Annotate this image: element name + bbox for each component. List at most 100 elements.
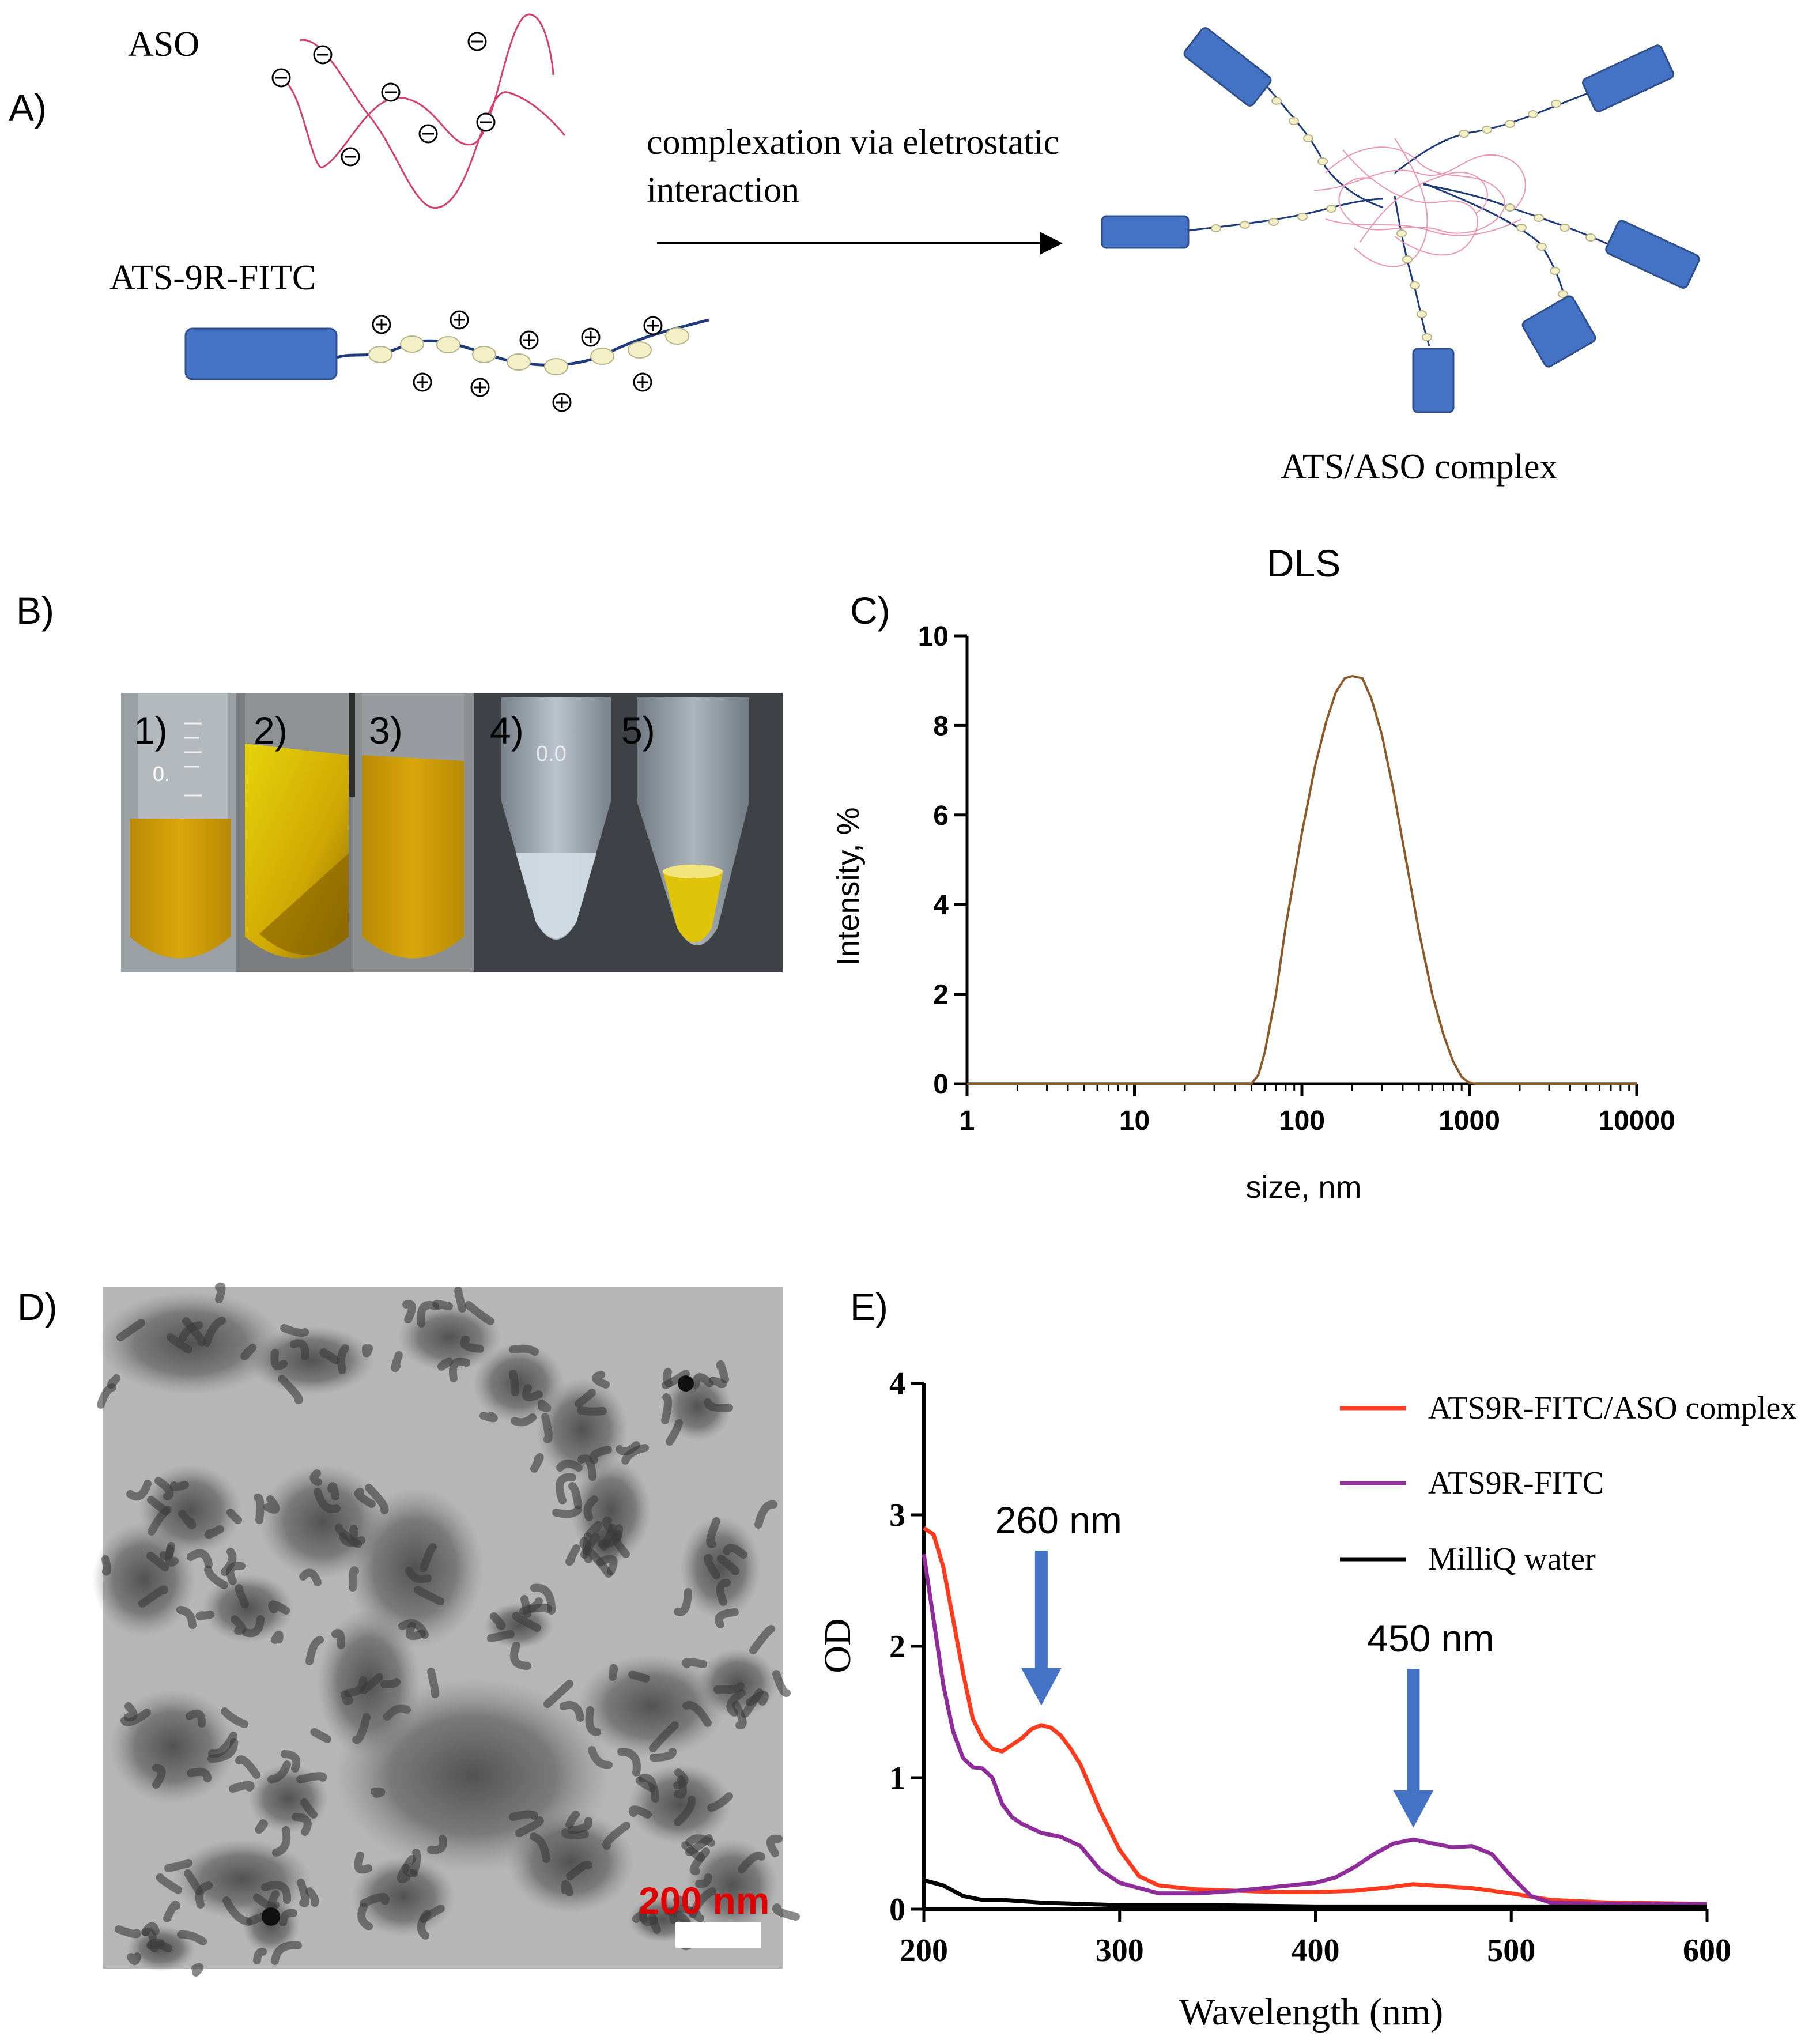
tem-strand [632,1911,648,1923]
tem-strand [177,1930,207,1945]
tem-strand [565,1811,580,1829]
tem-strand [267,1760,291,1783]
tem-strand [176,1606,197,1629]
tem-strand [154,1477,174,1500]
tem-strand [417,1301,439,1328]
od-x-tick-label: 400 [1292,1933,1340,1969]
tem-strand [357,1903,373,1930]
od-chart: Wavelength (nm) OD 200 300 400 500 60001234 … [817,1366,1796,2033]
od-annotation-label: 260 nm [995,1499,1122,1541]
dls-y-tick-label: 6 [933,801,949,831]
tube-2 [245,693,349,959]
tem-strand [263,1495,280,1514]
tem-strand [509,1810,538,1821]
tem-strand [371,1788,386,1798]
tem-strand [160,1542,175,1560]
tem-strand [380,1678,401,1688]
tem-strand [240,1344,256,1360]
tem-strand [327,1482,339,1500]
tem-strand [556,1460,583,1472]
tem-strand [146,1940,172,1952]
tem-strand [147,1496,170,1515]
tem-strand [772,1903,800,1921]
od-series-line [923,1526,1708,1906]
tem-strand [226,1509,242,1524]
od-annotation-arrow-head [1393,1790,1434,1828]
tem-strand [511,1413,537,1427]
tem-strand [127,1952,141,1966]
tube-3 [349,693,464,959]
tem-strand [427,1668,440,1698]
tem-strand [354,1852,372,1874]
tem-strand [365,1484,389,1514]
tem-strand [362,1344,373,1358]
tem-strand [520,1595,531,1618]
tem-strand [530,1832,550,1863]
dls-series [967,674,1637,1085]
tem-strand [543,1680,573,1708]
tem-strand [271,1630,284,1644]
tube-label-5: 5) [621,709,655,752]
tem-strand [167,1333,192,1353]
tem-strand [490,1612,506,1630]
tem-strand [261,1881,292,1904]
od-series [922,1526,1708,1909]
tem-strand [629,1805,652,1819]
tube-label-3: 3) [369,709,403,752]
tem-strand [617,1748,641,1777]
dls-x-tick-label: 100 [1279,1106,1325,1136]
tem-image: 200 nm [92,1282,800,1977]
tem-strand [577,1454,596,1481]
complex-label: ATS/ASO complex [1281,447,1558,487]
tem-strand [278,1375,304,1404]
tem-strand [207,1738,238,1763]
tem-strand [163,1901,180,1922]
panel-b-photo: 0. 0.0 1) 2) 3) 4) 5) [121,693,783,972]
tem-strand [402,1855,418,1877]
od-annotation-arrow-head [1021,1668,1062,1706]
tem-strand [628,1671,650,1683]
tem-dense-particle [262,1907,280,1926]
tem-strand [310,1728,331,1743]
panel-label-e: E) [850,1285,888,1328]
tem-strand [97,1383,116,1409]
tem-strand [662,1370,690,1389]
tem-strand [530,1453,544,1473]
od-y-tick-label: 3 [889,1498,905,1533]
tem-strand [290,1339,309,1360]
tem-strand [674,1796,696,1826]
dls-y-tick-label: 4 [933,890,949,921]
tem-strand [222,1896,252,1926]
tem-strand [437,1358,453,1371]
tem-strand [354,1488,376,1508]
tem-strand [101,1555,111,1576]
tem-strand [449,1357,470,1382]
od-y-tick-label: 2 [889,1629,905,1665]
tem-particle-cluster [680,1516,761,1620]
tem-strand [279,1909,297,1926]
tem-strand [305,1636,324,1665]
panel-label-b: B) [16,589,54,632]
peptide-beads [368,327,689,375]
scale-bar-label: 200 nm [639,1879,769,1922]
tem-strand [577,1406,607,1416]
ats-block [184,327,338,380]
od-legend-label: MilliQ water [1428,1541,1596,1577]
tem-strand [187,1767,212,1782]
tem-strand [344,1676,367,1697]
tem-strand [292,1813,312,1836]
tem-strand [716,1579,731,1606]
aso-strand-2 [299,39,566,209]
tem-strand [427,1835,447,1854]
tem-strand [221,1707,248,1728]
tem-strand [417,1910,431,1940]
tem-strand [673,1768,689,1789]
tem-particle-cluster [536,1378,628,1481]
tem-strand [242,1615,265,1638]
od-x-tick-label: 600 [1683,1933,1731,1969]
tem-strand [704,1398,733,1412]
tem-strand [195,1881,213,1909]
tem-strand [669,1904,695,1924]
tem-strand [146,1552,169,1572]
dls-y-tick-label: 10 [918,621,949,652]
